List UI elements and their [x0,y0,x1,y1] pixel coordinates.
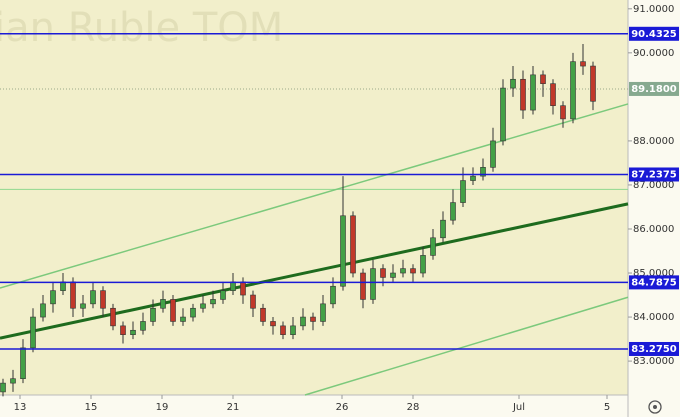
candle-body [540,74,546,84]
candle-body [360,272,366,300]
level-label-box [629,275,679,290]
candle-body [500,87,506,142]
y-tick-label: 91.0000 [633,4,674,15]
candle-body [330,285,336,305]
candle-body [70,281,76,309]
candle-body [410,268,416,274]
candle-body [210,299,216,305]
candle-body [550,83,556,106]
candle-body [270,321,276,327]
candle-body [440,219,446,239]
candle-body [160,299,166,309]
candle-body [480,167,486,177]
x-tick-label: 5 [604,402,610,413]
candle-body [110,307,116,327]
candle-body [190,307,196,318]
settings-icon[interactable] [648,400,662,414]
level-label: 84.7875 [631,277,677,288]
x-tick-label: 13 [14,402,27,413]
candle-body [590,65,596,102]
x-tick-label: 15 [85,402,98,413]
candle-body [300,316,306,327]
candle-body [560,105,566,120]
candle-body [370,268,376,300]
y-tick-label: 88.0000 [633,136,674,147]
candle-body [200,303,206,309]
candle-body [570,61,576,120]
candle-body [20,347,26,380]
trend-line [0,202,629,340]
candle-body [230,281,236,291]
y-tick-label: 84.0000 [633,312,674,323]
level-label-box [629,341,679,356]
candle-body [100,290,106,309]
candle-body [40,303,46,318]
candle-body [450,202,456,221]
level-label: 83.2750 [631,344,677,355]
watermark: ian Ruble TOM [0,5,283,51]
candle-body [130,329,136,335]
candle-body [490,140,496,168]
candle-body [290,325,296,335]
candle-body [80,303,86,309]
candle-body [420,255,426,274]
x-axis-area [0,395,628,417]
candle-body [340,215,346,287]
y-tick-label: 87.0000 [633,180,674,191]
y-tick-label: 83.0000 [633,356,674,367]
y-tick-label: 85.0000 [633,268,674,279]
candle-body [430,237,436,256]
x-tick-label: 28 [407,402,420,413]
candle-body [150,307,156,322]
candle-body [510,78,516,89]
candle-body [250,294,256,309]
level-label: 90.4325 [631,29,677,40]
level-label: 87.2375 [631,169,677,180]
price-label-box [629,81,679,96]
candle-body [520,78,526,111]
x-tick-label: 19 [156,402,169,413]
level-label-box [629,167,679,182]
candle-body [60,281,66,291]
candle-body [400,268,406,274]
trend-line [304,296,629,396]
candle-body [240,281,246,296]
candle-body [120,325,126,335]
trend-line [0,103,629,289]
candle-body [380,268,386,278]
candle-body [530,74,536,111]
candle-body [280,325,286,335]
candle-body [260,307,266,322]
price-label: 89.1800 [631,84,677,95]
candle-body [50,290,56,305]
x-tick-label: 21 [227,402,240,413]
x-tick-label: Jul [512,402,525,413]
candle-body [320,303,326,322]
candle-body [90,290,96,305]
candle-body [140,321,146,331]
candle-body [390,272,396,278]
y-tick-label: 86.0000 [633,224,674,235]
candle-body [220,290,226,300]
y-tick-label: 90.0000 [633,48,674,59]
candle-body [580,61,586,67]
candle-body [10,378,16,384]
candle-body [30,316,36,349]
plot-area [0,0,628,395]
candle-body [350,215,356,274]
x-tick-label: 26 [336,402,349,413]
candle-body [310,316,316,322]
candle-body [460,180,466,203]
candle-body [170,299,176,322]
candle-body [470,175,476,181]
candle-body [0,382,6,393]
candle-body [180,316,186,322]
level-label-box [629,26,679,41]
